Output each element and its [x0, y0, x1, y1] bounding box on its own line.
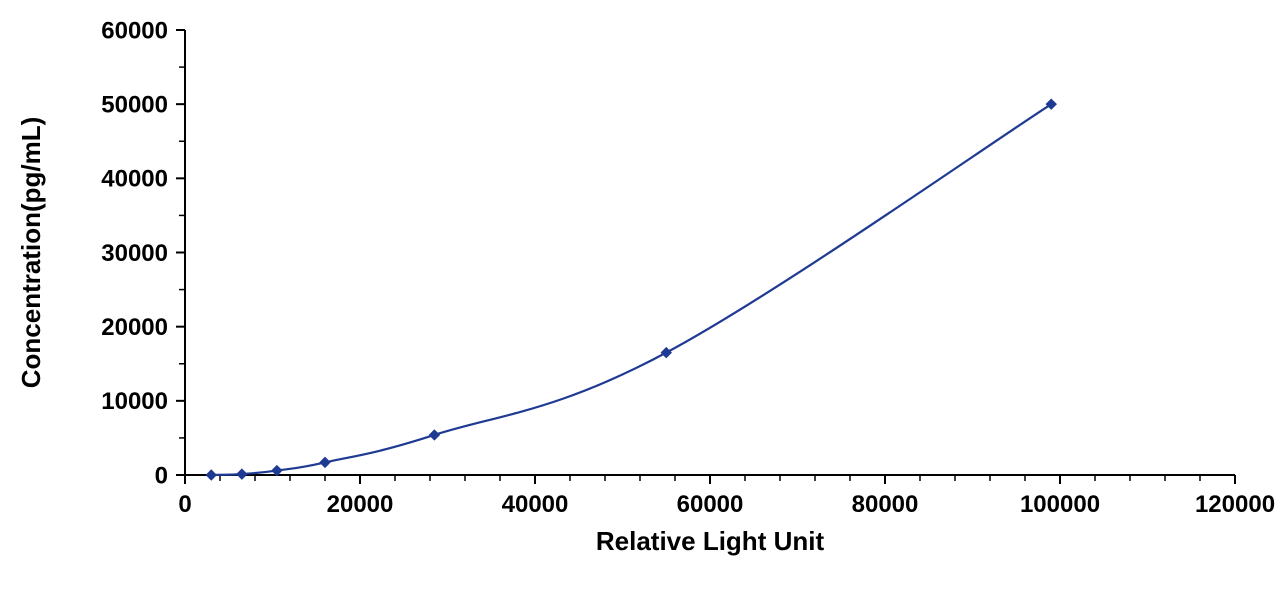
x-tick-label: 0 [178, 491, 191, 518]
y-tick-label: 10000 [101, 388, 168, 415]
x-tick-label: 80000 [852, 491, 919, 518]
y-axis-label: Concentration(pg/mL) [16, 117, 46, 389]
y-tick-label: 40000 [101, 166, 168, 193]
x-tick-label: 40000 [502, 491, 569, 518]
x-tick-label: 60000 [677, 491, 744, 518]
x-axis-label: Relative Light Unit [596, 526, 825, 556]
y-tick-label: 50000 [101, 92, 168, 119]
y-tick-label: 60000 [101, 17, 168, 44]
x-tick-label: 100000 [1020, 491, 1100, 518]
x-tick-label: 20000 [327, 491, 394, 518]
line-chart: 0 20000 40000 60000 80000 100000 120000 0 10000 2… [0, 0, 1280, 589]
chart-container: 0 20000 40000 60000 80000 100000 120000 0 10000 2… [0, 0, 1280, 589]
y-tick-label: 0 [155, 462, 168, 489]
x-tick-label: 120000 [1195, 491, 1275, 518]
y-tick-label: 30000 [101, 240, 168, 267]
y-tick-label: 20000 [101, 314, 168, 341]
